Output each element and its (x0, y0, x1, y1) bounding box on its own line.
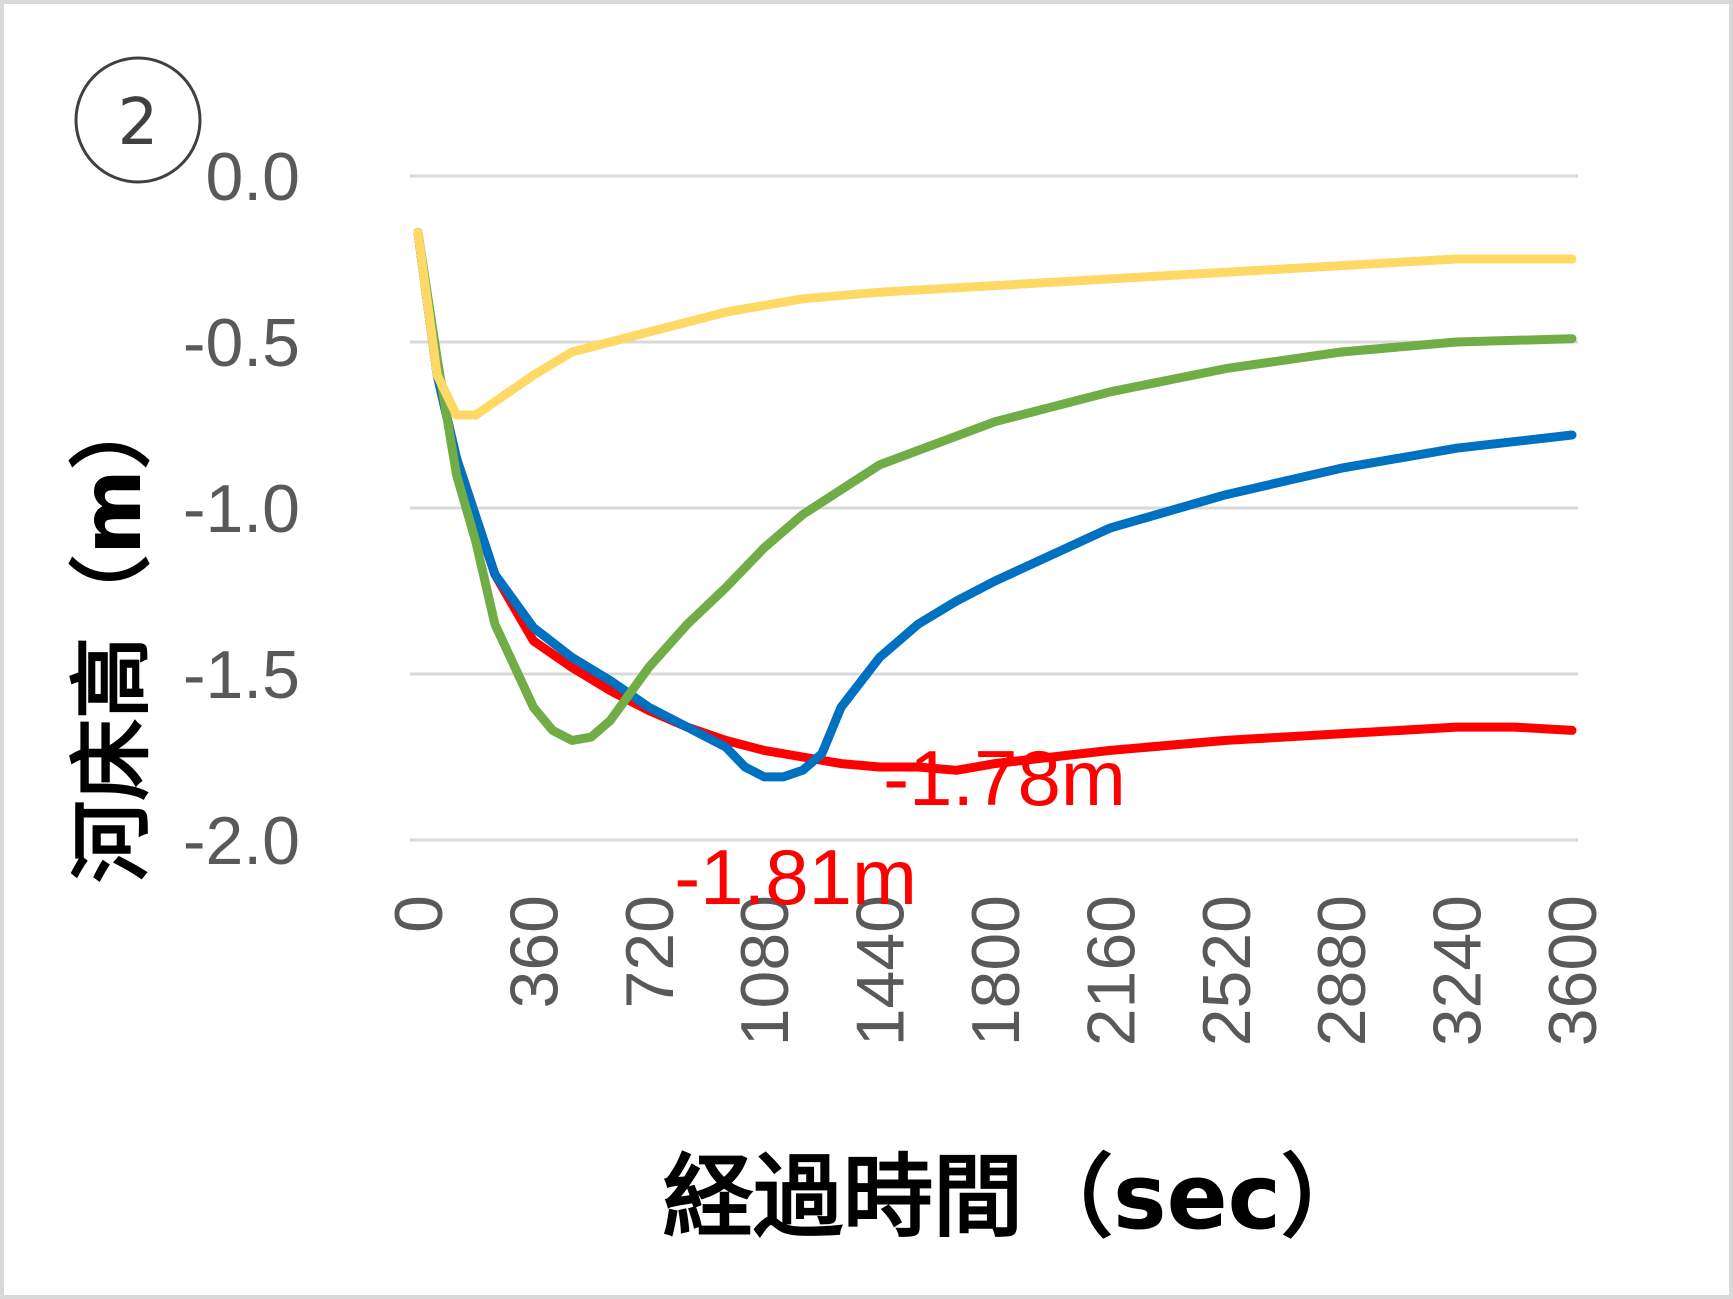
y-tick-label: 0.0 (205, 139, 300, 215)
x-axis-title: 経過時間（sec） (663, 1145, 1371, 1250)
y-tick-label: -1.0 (183, 471, 300, 547)
panel-marker: 2 (74, 56, 202, 184)
y-tick-label: -1.5 (183, 637, 300, 713)
series-line-4 (413, 227, 1577, 420)
x-tick-label: 2160 (1073, 895, 1149, 1046)
x-tick-label: 2880 (1304, 895, 1380, 1046)
annotations: -1.78m -1.81m (674, 734, 1126, 921)
x-tick-label: 720 (612, 895, 688, 1008)
x-tick-label: 1440 (843, 895, 919, 1046)
x-tick-label: 1800 (958, 895, 1034, 1046)
x-tick-label: 1080 (727, 895, 803, 1046)
panel-marker-number: 2 (118, 86, 159, 160)
y-axis-title: 河床高（m） (65, 387, 160, 882)
y-axis-ticks: 0.0 -0.5 -1.0 -1.5 -2.0 (183, 139, 300, 879)
y-tick-label: -0.5 (183, 305, 300, 381)
panel-marker-circle (74, 56, 202, 184)
series-line-1 (413, 227, 1577, 775)
x-tick-label: 3600 (1535, 895, 1611, 1046)
x-tick-label: 3240 (1420, 895, 1496, 1046)
x-axis-ticks: 0 360 720 1080 1440 1800 2160 2520 2880 3240 3600 (381, 895, 1611, 1046)
x-tick-label: 0 (381, 895, 457, 933)
series-lines (413, 227, 1577, 782)
y-tick-label: -2.0 (183, 803, 300, 879)
annotation-label: -1.81m (674, 833, 917, 921)
x-tick-label: 2520 (1189, 895, 1265, 1046)
annotation-label: -1.78m (883, 734, 1126, 822)
series-line-2 (413, 227, 1577, 782)
series-line-3 (413, 227, 1577, 745)
x-tick-label: 360 (496, 895, 572, 1008)
